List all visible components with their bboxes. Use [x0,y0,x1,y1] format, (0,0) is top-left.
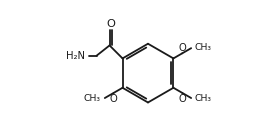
Text: O: O [110,94,117,104]
Text: CH₃: CH₃ [195,43,212,52]
Text: CH₃: CH₃ [84,94,101,103]
Text: O: O [179,94,187,104]
Text: CH₃: CH₃ [195,94,212,103]
Text: O: O [106,19,115,29]
Text: O: O [178,43,186,53]
Text: H₂N: H₂N [66,51,85,61]
